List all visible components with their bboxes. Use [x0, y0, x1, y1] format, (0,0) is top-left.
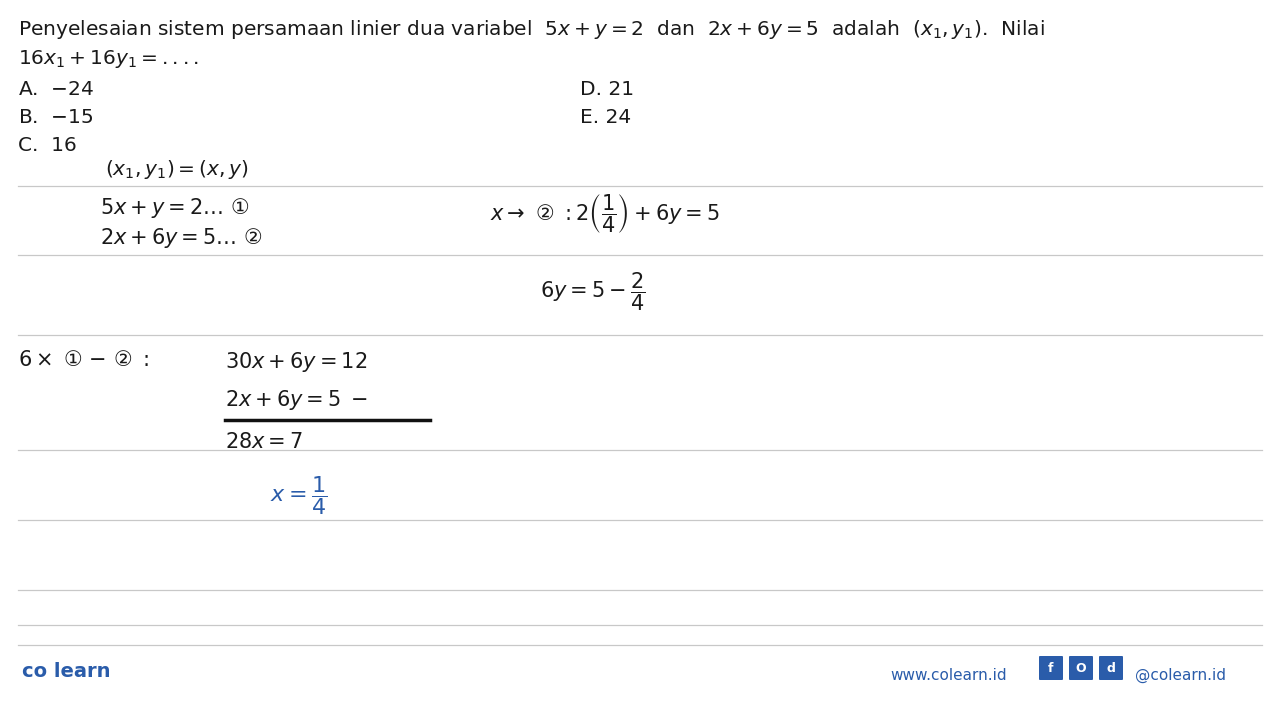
Text: $6y = 5 - \dfrac{2}{4}$: $6y = 5 - \dfrac{2}{4}$ [540, 270, 645, 312]
Text: @colearn.id: @colearn.id [1135, 668, 1226, 683]
Text: www.colearn.id: www.colearn.id [890, 668, 1006, 683]
Text: $5x + y = 2 \ldots$ ①: $5x + y = 2 \ldots$ ① [100, 196, 250, 220]
Text: $(x_1, y_1) = (x, y)$: $(x_1, y_1) = (x, y)$ [105, 158, 248, 181]
Text: co learn: co learn [22, 662, 110, 681]
Text: $6 \times$ ① $-$ ② $:$: $6 \times$ ① $-$ ② $:$ [18, 350, 148, 370]
Text: d: d [1107, 662, 1115, 675]
FancyBboxPatch shape [1100, 656, 1123, 680]
FancyBboxPatch shape [1039, 656, 1062, 680]
Text: $28x = 7$: $28x = 7$ [225, 432, 303, 452]
Text: f: f [1048, 662, 1053, 675]
Text: D. 21: D. 21 [580, 80, 634, 99]
Text: B.  $-15$: B. $-15$ [18, 108, 93, 127]
Text: $x = \dfrac{1}{4}$: $x = \dfrac{1}{4}$ [270, 474, 328, 517]
Text: Penyelesaian sistem persamaan linier dua variabel  $5x + y = 2$  dan  $2x + 6y =: Penyelesaian sistem persamaan linier dua… [18, 18, 1044, 41]
Text: E. 24: E. 24 [580, 108, 631, 127]
Text: $2x + 6y = 5\;-$: $2x + 6y = 5\;-$ [225, 388, 367, 412]
Text: C.  16: C. 16 [18, 136, 77, 155]
Text: $x \rightarrow$ ② $: 2\left(\dfrac{1}{4}\right) + 6y = 5$: $x \rightarrow$ ② $: 2\left(\dfrac{1}{4}… [490, 192, 719, 235]
Text: A.  $-24$: A. $-24$ [18, 80, 95, 99]
Text: $16x_1 + 16y_1 = ....$: $16x_1 + 16y_1 = ....$ [18, 48, 198, 70]
Text: O: O [1075, 662, 1087, 675]
FancyBboxPatch shape [1069, 656, 1093, 680]
Text: $30x + 6y = 12$: $30x + 6y = 12$ [225, 350, 367, 374]
Text: $2x + 6y = 5 \ldots$ ②: $2x + 6y = 5 \ldots$ ② [100, 226, 262, 250]
